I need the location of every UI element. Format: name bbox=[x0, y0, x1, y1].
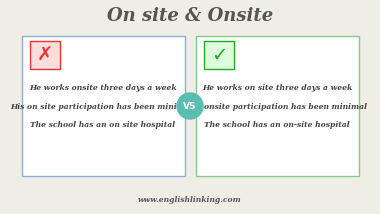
Text: ✗: ✗ bbox=[37, 46, 53, 64]
FancyBboxPatch shape bbox=[30, 41, 60, 69]
Circle shape bbox=[177, 93, 203, 119]
FancyBboxPatch shape bbox=[22, 36, 185, 176]
Text: His onsite participation has been minimal: His onsite participation has been minima… bbox=[187, 103, 367, 111]
Text: His on site participation has been minimalt: His on site participation has been minim… bbox=[10, 103, 196, 111]
FancyBboxPatch shape bbox=[196, 36, 359, 176]
Text: VS: VS bbox=[183, 101, 197, 110]
Text: He works on site three days a week: He works on site three days a week bbox=[202, 84, 352, 92]
Text: ✓: ✓ bbox=[211, 46, 227, 64]
Text: He works onsite three days a week: He works onsite three days a week bbox=[29, 84, 177, 92]
FancyBboxPatch shape bbox=[204, 41, 234, 69]
Text: On site & Onsite: On site & Onsite bbox=[107, 7, 273, 25]
Text: www.englishlinking.com: www.englishlinking.com bbox=[138, 196, 242, 204]
Text: The school has an on-site hospital: The school has an on-site hospital bbox=[204, 121, 350, 129]
Text: The school has an on site hospital: The school has an on site hospital bbox=[30, 121, 176, 129]
